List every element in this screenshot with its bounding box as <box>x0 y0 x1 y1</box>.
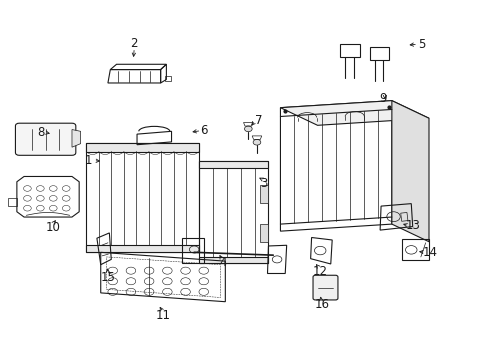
Polygon shape <box>259 224 268 242</box>
Polygon shape <box>199 257 268 263</box>
Text: 4: 4 <box>219 256 226 269</box>
Text: 7: 7 <box>255 113 262 126</box>
Text: 8: 8 <box>37 126 44 139</box>
Text: 14: 14 <box>422 246 437 259</box>
Circle shape <box>253 139 260 145</box>
Text: 2: 2 <box>130 37 138 50</box>
Text: 3: 3 <box>260 177 267 190</box>
Polygon shape <box>199 161 268 168</box>
Polygon shape <box>72 130 81 147</box>
Polygon shape <box>391 100 428 242</box>
FancyBboxPatch shape <box>312 275 337 300</box>
Circle shape <box>244 126 252 132</box>
Text: 10: 10 <box>45 221 60 234</box>
Text: 5: 5 <box>417 38 425 51</box>
Text: 9: 9 <box>379 93 386 105</box>
Polygon shape <box>259 185 268 203</box>
Polygon shape <box>86 143 199 152</box>
Text: 13: 13 <box>405 219 420 232</box>
Text: 1: 1 <box>85 154 92 167</box>
Polygon shape <box>86 244 199 252</box>
Text: 12: 12 <box>312 265 327 278</box>
Text: 6: 6 <box>200 124 207 137</box>
FancyBboxPatch shape <box>16 123 76 155</box>
Polygon shape <box>280 100 428 125</box>
Text: 15: 15 <box>100 270 115 284</box>
Text: 16: 16 <box>314 298 329 311</box>
Text: 11: 11 <box>155 309 170 322</box>
